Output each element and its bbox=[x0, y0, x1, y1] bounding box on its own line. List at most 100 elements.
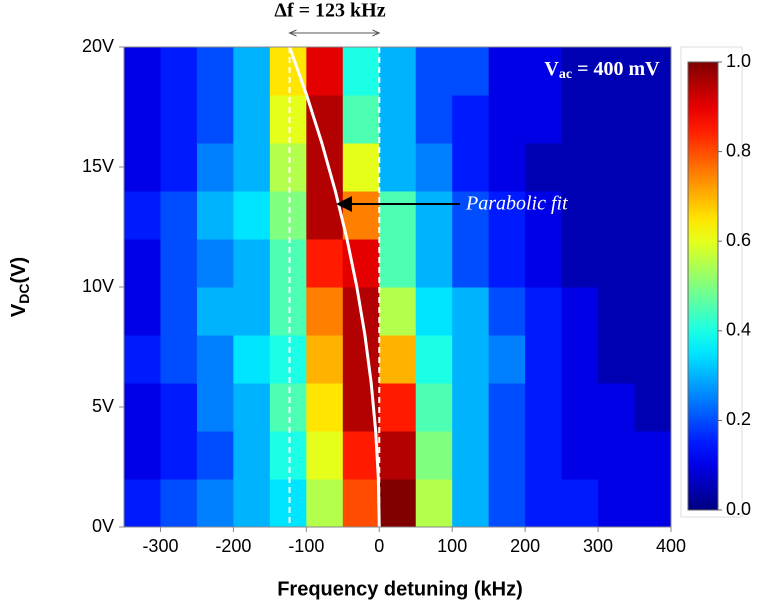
heat-cell bbox=[342, 431, 380, 480]
heat-cell bbox=[379, 287, 417, 336]
heat-cell bbox=[561, 287, 599, 336]
heat-cell bbox=[525, 143, 563, 192]
heat-cell bbox=[233, 287, 271, 336]
heat-cell bbox=[269, 191, 307, 240]
heat-cell bbox=[415, 95, 453, 144]
heat-cell bbox=[160, 383, 198, 432]
heat-cell bbox=[415, 383, 453, 432]
heat-cell bbox=[233, 191, 271, 240]
heat-cell bbox=[379, 335, 417, 384]
heat-cell bbox=[269, 383, 307, 432]
heat-cell bbox=[598, 47, 636, 96]
heat-cell bbox=[160, 335, 198, 384]
x-tick-label: 200 bbox=[510, 536, 540, 556]
heat-cell bbox=[160, 431, 198, 480]
heat-cell bbox=[233, 47, 271, 96]
heat-cell bbox=[634, 95, 672, 144]
heat-cell bbox=[342, 143, 380, 192]
heat-cell bbox=[634, 47, 672, 96]
heat-cell bbox=[233, 335, 271, 384]
heat-cell bbox=[306, 239, 344, 288]
heat-cell bbox=[160, 95, 198, 144]
heat-cell bbox=[233, 95, 271, 144]
heat-cell bbox=[379, 191, 417, 240]
heat-cell bbox=[634, 239, 672, 288]
y-title-sub: DC bbox=[16, 284, 32, 304]
heat-cell bbox=[488, 191, 526, 240]
heat-cell bbox=[124, 143, 161, 192]
heat-cell bbox=[196, 479, 234, 528]
heat-cell bbox=[561, 431, 599, 480]
heat-cell bbox=[342, 47, 380, 96]
heat-cell bbox=[196, 335, 234, 384]
heat-cell bbox=[379, 431, 417, 480]
heat-cell bbox=[634, 335, 672, 384]
heat-cell bbox=[634, 143, 672, 192]
heat-cell bbox=[598, 287, 636, 336]
x-axis-title: Frequency detuning (kHz) bbox=[277, 578, 523, 600]
heat-cell bbox=[488, 143, 526, 192]
heat-cell bbox=[124, 95, 161, 144]
heat-cell bbox=[269, 431, 307, 480]
heat-cell bbox=[452, 287, 490, 336]
heat-cell bbox=[124, 479, 161, 528]
y-tick-label: 15V bbox=[82, 156, 114, 176]
heat-cell bbox=[488, 287, 526, 336]
heat-cell bbox=[124, 239, 161, 288]
heat-cell bbox=[634, 431, 672, 480]
x-tick-label: 400 bbox=[656, 536, 686, 556]
x-tick-label: -100 bbox=[288, 536, 324, 556]
heat-cell bbox=[634, 479, 672, 528]
x-tick-label: 300 bbox=[583, 536, 613, 556]
heat-cell bbox=[269, 479, 307, 528]
heat-cell bbox=[598, 191, 636, 240]
x-tick-label: -200 bbox=[215, 536, 251, 556]
heat-cell bbox=[379, 479, 417, 528]
heat-cell bbox=[196, 287, 234, 336]
heat-cell bbox=[306, 95, 344, 144]
heat-cell bbox=[525, 47, 563, 96]
heat-cell bbox=[342, 335, 380, 384]
heat-cell bbox=[525, 479, 563, 528]
heat-cell bbox=[160, 47, 198, 96]
heat-cell bbox=[561, 479, 599, 528]
heat-cell bbox=[124, 287, 161, 336]
heat-cell bbox=[233, 383, 271, 432]
heat-cell bbox=[598, 431, 636, 480]
heat-cell bbox=[452, 431, 490, 480]
heat-cell bbox=[525, 383, 563, 432]
heat-cell bbox=[269, 239, 307, 288]
heat-cell bbox=[379, 239, 417, 288]
heat-cell bbox=[452, 479, 490, 528]
heat-cell bbox=[452, 47, 490, 96]
heat-cell bbox=[415, 143, 453, 192]
heat-cell bbox=[196, 383, 234, 432]
heat-cell bbox=[488, 479, 526, 528]
heat-cell bbox=[233, 431, 271, 480]
heat-cell bbox=[598, 239, 636, 288]
colorbar-tick-label: 0.2 bbox=[726, 409, 751, 429]
heat-cell bbox=[342, 191, 380, 240]
heat-cell bbox=[488, 47, 526, 96]
y-title-rest: (V) bbox=[8, 257, 30, 284]
heat-cell bbox=[306, 431, 344, 480]
delta-annotation: Δf = 123 kHz bbox=[274, 0, 385, 22]
heat-cell bbox=[415, 431, 453, 480]
fit-label: Parabolic fit bbox=[465, 193, 568, 215]
colorbar-tick-label: 1.0 bbox=[726, 51, 751, 71]
heat-cell bbox=[196, 431, 234, 480]
heat-cell bbox=[124, 431, 161, 480]
heat-cell bbox=[634, 191, 672, 240]
x-tick-label: 100 bbox=[437, 536, 467, 556]
heat-cell bbox=[124, 47, 161, 96]
heat-cell bbox=[488, 95, 526, 144]
heat-cell bbox=[598, 143, 636, 192]
heat-cell bbox=[452, 95, 490, 144]
x-tick-label: 0 bbox=[374, 536, 384, 556]
y-title-base: V bbox=[8, 303, 30, 317]
heat-cell bbox=[269, 95, 307, 144]
heat-cell bbox=[196, 191, 234, 240]
heat-cell bbox=[561, 95, 599, 144]
colorbar-tick-label: 0.6 bbox=[726, 230, 751, 250]
heat-cell bbox=[379, 383, 417, 432]
